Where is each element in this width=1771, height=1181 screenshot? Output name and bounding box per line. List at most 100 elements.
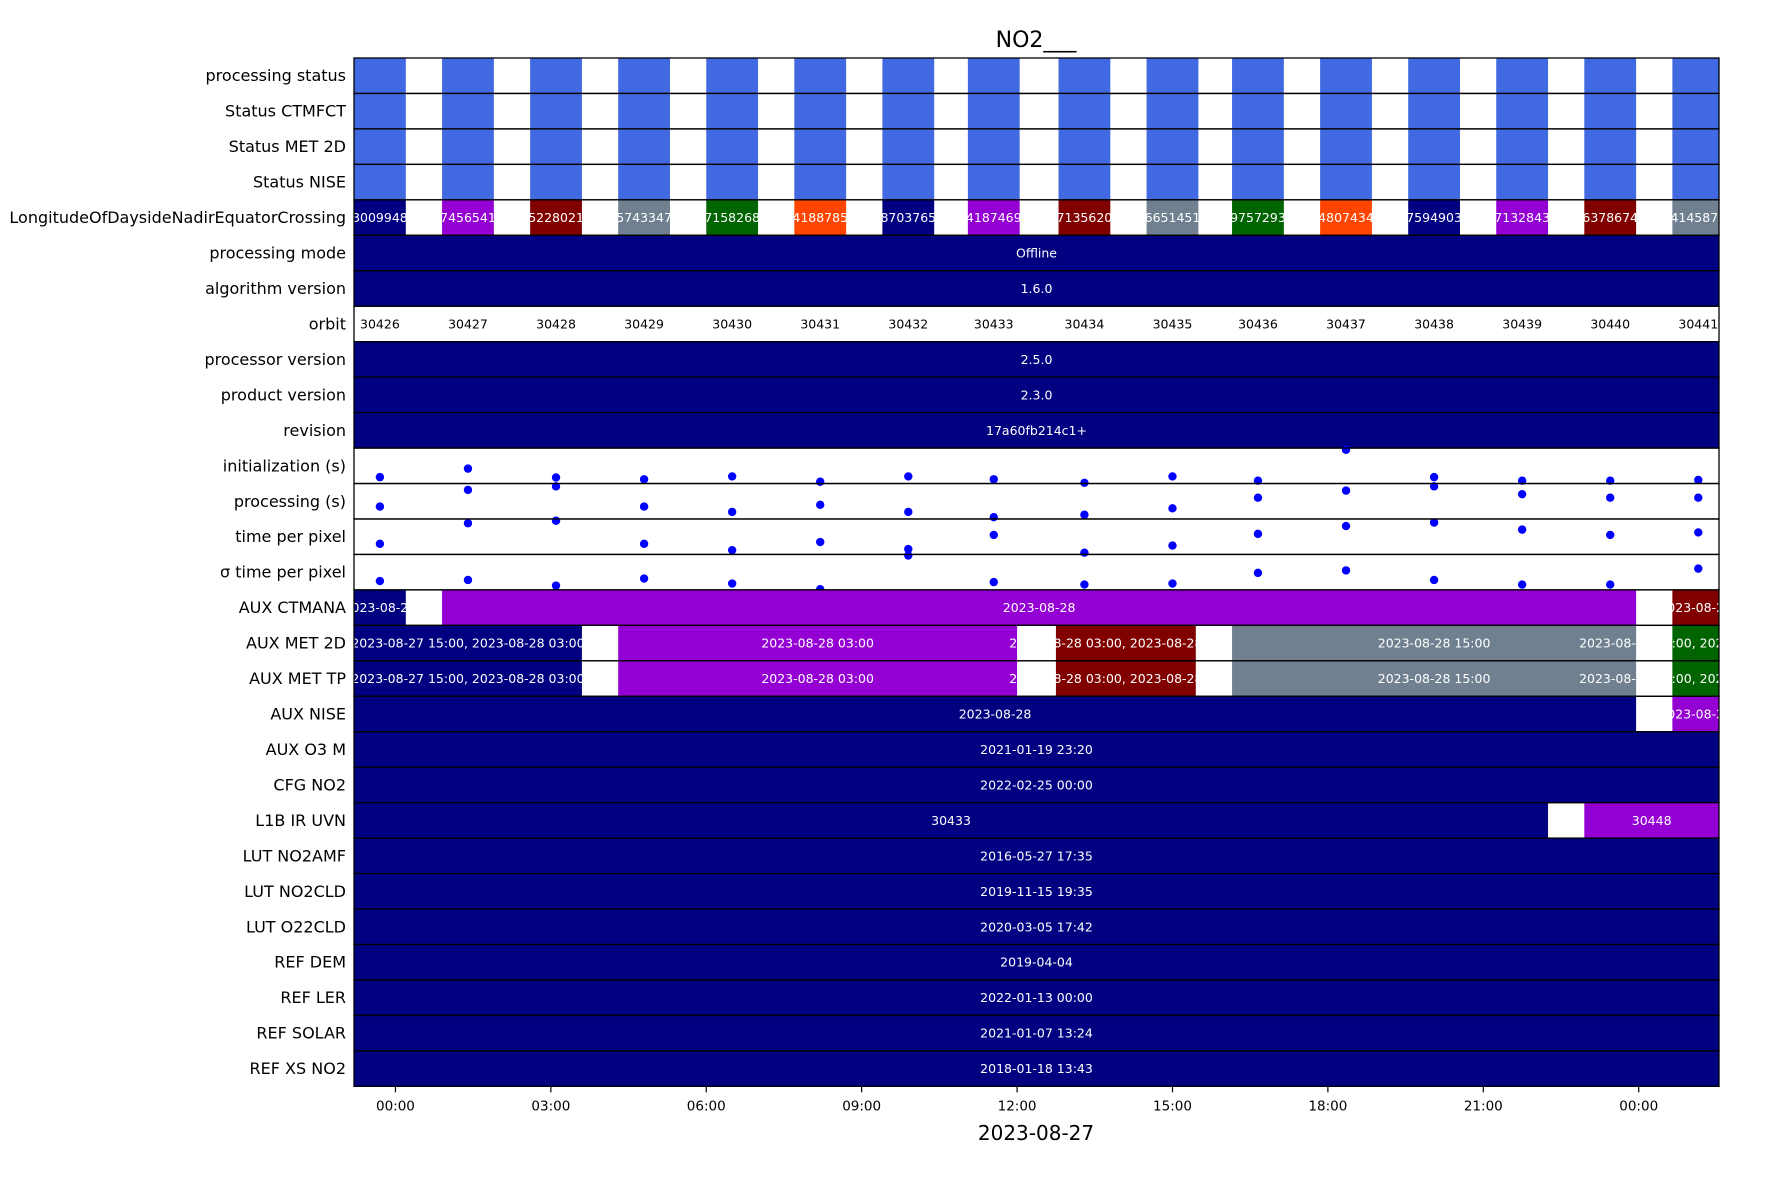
row-label: REF DEM [274,953,346,972]
orbit-number: 30429 [624,316,664,331]
orbit-block [1408,164,1460,200]
row-14 [353,551,1720,594]
data-point [727,579,737,588]
timeline-bar-label: 2016-05-27 17:35 [980,848,1093,863]
data-point [375,502,385,511]
timeline-bar [354,235,1719,271]
data-point [551,482,561,491]
timeline-bar [354,802,1549,839]
orbit-block [1058,164,1111,200]
orbit-number: 30437 [1326,316,1366,331]
orbit-block [442,93,494,129]
timeline-bar [354,412,1719,449]
row-label: REF XS NO2 [250,1059,346,1078]
orbit-block [354,164,406,200]
chart-title: NO2___ [996,28,1078,53]
data-point [1694,564,1703,573]
timeline-bar [354,341,1719,378]
timeline-bar [354,873,1719,910]
orbit-block [442,128,494,165]
row-9: 2.3.0 [353,376,1720,414]
timeline-bar-label: 2021-01-19 23:20 [980,742,1093,757]
row-frame [353,1050,1720,1087]
data-point [1517,476,1527,485]
data-point [1168,541,1177,550]
orbit-block-label: 4187469 [966,210,1022,225]
orbit-block [882,164,935,200]
row-12 [353,482,1720,522]
timeline-bar-label: 2023-08-28 03:00 [761,671,874,686]
data-point [1429,575,1439,585]
data-point [989,475,998,484]
row-label: LongitudeOfDaysideNadirEquatorCrossing [9,208,346,227]
row-16: 2023-08-27 15:00, 2023-08-28 03:00 2023-0… [351,624,1720,662]
data-point [1253,476,1263,485]
orbit-number: 30426 [360,316,400,331]
data-point [463,464,473,473]
timeline-bar [354,270,1719,307]
orbit-block-label: 4145874 [1670,210,1726,225]
timeline-bar [354,909,1719,945]
orbit-block [442,199,494,236]
orbit-block [1232,199,1284,236]
row-label: REF SOLAR [256,1024,346,1043]
data-point [1253,568,1263,578]
orbit-block-label: 7158268 [704,210,760,225]
x-tick-label: 03:00 [531,1098,570,1114]
row-label: processor version [204,350,346,369]
timeline-bar [354,1050,1719,1087]
data-point [1606,493,1615,502]
orbit-block [1672,58,1719,94]
orbit-block [354,93,406,129]
orbit-block [1146,199,1199,236]
timeline-bar [1672,696,1719,732]
orbit-block-label: 7135620 [1057,210,1113,225]
row-label: AUX O3 M [266,740,346,759]
timeline-bar-label: 2023-08-28 [959,707,1032,722]
data-point [1168,472,1177,481]
orbit-block-label: 7456541 [440,210,496,225]
timeline-bar [618,660,1018,697]
orbit-block [618,164,670,200]
data-point [727,507,737,517]
row-28: 2018-01-18 13:43 [353,1050,1720,1087]
timeline-bar-label: Offline [1016,246,1057,261]
orbit-block [706,164,759,200]
data-point [1606,530,1615,540]
timeline-bar [618,625,1018,661]
data-point [904,551,913,560]
row-15: 2023-08-27 2023-08-28 2023-08-29 [353,589,1720,627]
x-axis-label: 2023-08-27 [978,1121,1094,1145]
orbit-number: 30439 [1502,316,1542,331]
orbit-block-label: 5228021 [528,210,584,225]
orbit-block-label: 3009948 [352,210,408,225]
orbit-block [1058,128,1111,165]
orbit-number: 30440 [1590,316,1630,331]
orbit-block [1320,58,1372,94]
orbit-block [882,58,935,94]
orbit-block [618,58,670,94]
timeline-bar-label: 2023-08-27 15:00, 2023-08-28 03:00 [351,636,584,651]
row-label: time per pixel [235,527,346,546]
data-point [1080,548,1089,557]
x-tick-label: 15:00 [1153,1098,1192,1114]
row-label: LUT NO2CLD [244,882,346,901]
data-point [1341,445,1351,455]
row-label: L1B IR UVN [255,811,346,830]
timeline-bar-label: 2023-08-28 [1003,600,1076,615]
data-point [1168,504,1177,513]
timeline-bar-label: 2.5.0 [1021,352,1053,367]
orbit-block [1408,128,1460,165]
data-point [375,539,385,549]
row-0 [353,57,1720,95]
row-25: 2019-04-04 [353,943,1720,981]
row-label: AUX NISE [270,705,346,724]
data-point [1606,580,1615,589]
orbit-block [1146,93,1199,129]
timeline-bar-label: 2023-08-28 15:00 [1378,671,1491,686]
data-point [1694,475,1703,485]
orbit-block [1320,128,1372,165]
data-point [727,545,737,555]
orbit-number: 30431 [800,316,840,331]
row-label: AUX CTMANA [239,598,346,617]
